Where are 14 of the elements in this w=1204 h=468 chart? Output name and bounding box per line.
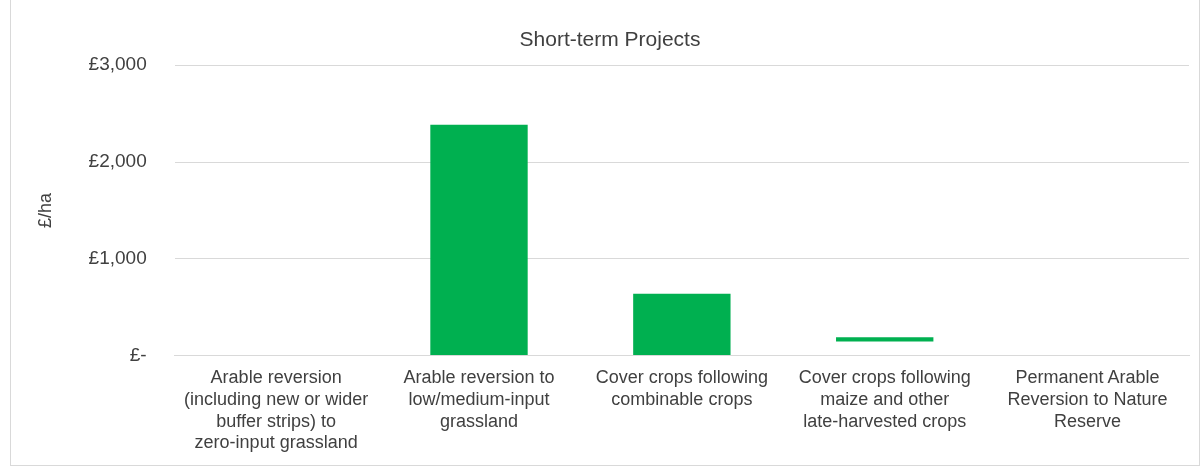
x-tick-label: Permanent Arable Reversion to Nature Reserve [1007, 367, 1168, 431]
bar [430, 124, 528, 356]
x-tick-label: Cover crops following maize and other late-harvested crops [798, 367, 971, 431]
y-tick-label: £2,000 [88, 150, 147, 172]
bar [633, 293, 731, 356]
y-axis-title: £/ha [34, 191, 55, 228]
y-tick-label: £3,000 [88, 53, 147, 75]
y-tick-label: £- [129, 343, 147, 365]
x-tick-label: Arable reversion (including new or wider buffer strips) to zero-input grassland [184, 367, 369, 453]
chart-title: Short-term Projects [519, 27, 701, 51]
x-tick-label: Arable reversion to low/medium-input grassland [403, 367, 555, 431]
y-tick-label: £1,000 [88, 247, 147, 269]
x-tick-label: Cover crops following combinable crops [595, 367, 768, 409]
bar [836, 337, 934, 342]
